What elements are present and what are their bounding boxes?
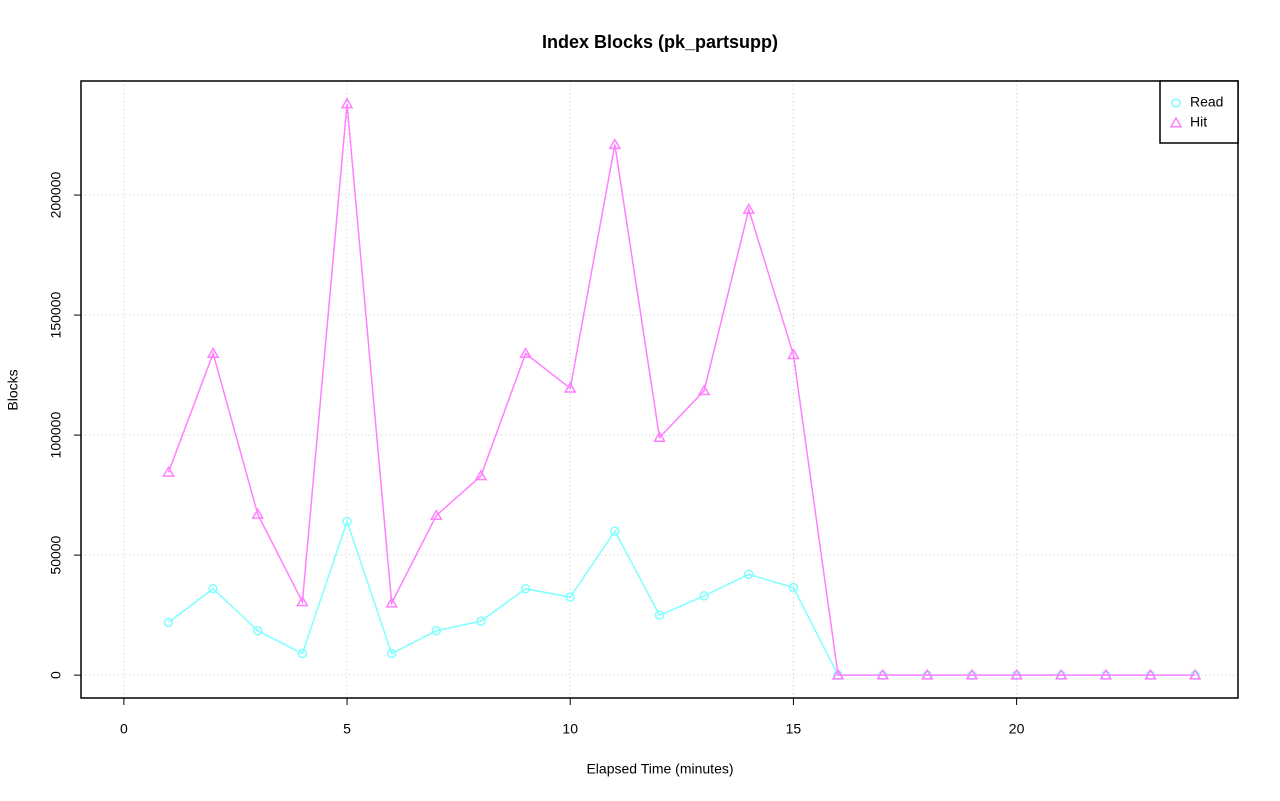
- y-axis-label: Blocks: [5, 369, 21, 410]
- marker: [251, 507, 265, 519]
- series-line: [168, 519, 1196, 676]
- marker: [386, 648, 397, 659]
- marker: [1188, 668, 1202, 680]
- marker: [296, 595, 309, 607]
- x-axis-label: Elapsed Time (minutes): [586, 761, 733, 777]
- marker: [697, 384, 711, 396]
- marker: [563, 381, 577, 393]
- marker: [208, 583, 218, 594]
- marker: [654, 610, 665, 620]
- marker: [965, 668, 979, 680]
- marker: [430, 509, 443, 521]
- marker: [608, 138, 622, 150]
- marker: [162, 465, 175, 477]
- marker: [1169, 116, 1183, 128]
- series-line: [167, 103, 1196, 676]
- x-tick-label: 0: [120, 721, 128, 737]
- marker: [565, 592, 575, 602]
- marker: [699, 591, 709, 601]
- marker: [1010, 668, 1023, 680]
- y-tick-label: 100000: [48, 412, 64, 459]
- marker: [340, 97, 354, 109]
- legend-box: [1159, 80, 1239, 144]
- marker: [253, 625, 263, 636]
- y-tick-label: 200000: [48, 171, 64, 218]
- marker: [520, 583, 531, 594]
- marker: [788, 582, 799, 593]
- x-tick-label: 5: [343, 721, 351, 737]
- x-tick-label: 10: [562, 721, 578, 737]
- marker: [342, 516, 352, 527]
- marker: [297, 648, 308, 659]
- marker: [831, 668, 845, 680]
- y-tick-label: 0: [48, 671, 64, 679]
- x-tick-label: 20: [1009, 721, 1025, 737]
- marker: [744, 569, 754, 580]
- marker: [431, 625, 442, 636]
- marker: [163, 617, 174, 628]
- marker: [206, 346, 220, 358]
- marker: [1171, 98, 1181, 108]
- marker: [921, 668, 934, 680]
- marker: [1144, 668, 1157, 680]
- marker: [519, 346, 532, 358]
- x-tick-label: 15: [786, 721, 802, 737]
- marker: [610, 526, 620, 536]
- legend-label: Hit: [1190, 114, 1207, 130]
- marker: [385, 596, 398, 608]
- marker: [1099, 668, 1113, 680]
- marker: [787, 348, 800, 360]
- marker: [876, 668, 889, 680]
- marker: [476, 616, 486, 626]
- y-tick-label: 150000: [48, 292, 64, 339]
- marker: [653, 430, 666, 443]
- marker: [474, 469, 488, 481]
- chart-title: Index Blocks (pk_partsupp): [542, 32, 778, 52]
- legend-label: Read: [1190, 94, 1223, 110]
- plot-frame: [80, 80, 1239, 699]
- y-tick-label: 50000: [48, 535, 64, 574]
- marker: [1054, 668, 1068, 680]
- marker: [742, 202, 756, 214]
